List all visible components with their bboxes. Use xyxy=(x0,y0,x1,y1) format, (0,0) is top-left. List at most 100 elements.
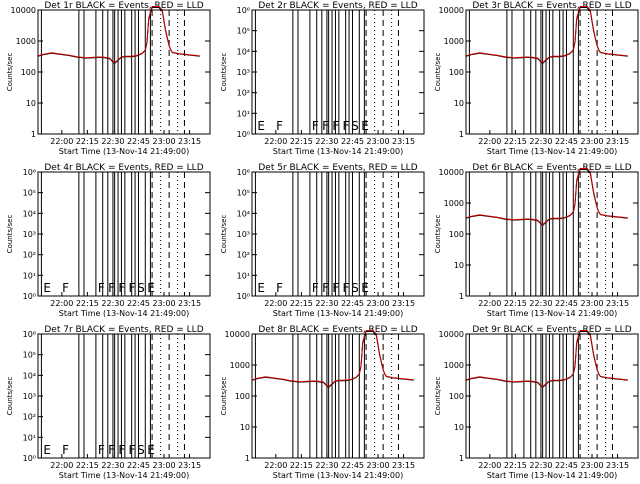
chart-panel-det-3: Det 3r BLACK = Events, RED = LLD 1 10 100 10… xyxy=(434,1,639,156)
y-tick-label: 1000 xyxy=(444,199,464,208)
phase-marker-label: F xyxy=(108,281,115,295)
x-tick-label: 22:30 xyxy=(529,299,552,308)
y-axis-label: Counts/sec xyxy=(220,215,228,254)
x-tick-label: 23:15 xyxy=(606,461,629,470)
x-tick-label: 22:30 xyxy=(101,299,124,308)
x-tick-label: 22:00 xyxy=(50,299,73,308)
phase-marker-label: E xyxy=(361,119,369,133)
y-tick-label: 10² xyxy=(237,251,250,260)
y-axis-label: Counts/sec xyxy=(220,53,228,92)
phase-marker-label: F xyxy=(108,443,115,457)
chart-title: Det 9r BLACK = Events, RED = LLD xyxy=(472,325,631,335)
x-tick-label: 22:45 xyxy=(555,137,578,146)
y-tick-label: 100 xyxy=(449,68,464,77)
x-tick-label: 22:30 xyxy=(529,461,552,470)
x-tick-label: 23:00 xyxy=(152,299,175,308)
phase-marker-label: F xyxy=(343,281,350,295)
x-tick-label: 22:15 xyxy=(290,461,313,470)
x-tick-label: 22:00 xyxy=(478,299,501,308)
y-tick-label: 10³ xyxy=(23,392,36,401)
phase-marker-label: F xyxy=(98,443,105,457)
y-tick-label: 10⁵ xyxy=(23,189,36,198)
chart-title: Det 3r BLACK = Events, RED = LLD xyxy=(472,1,631,11)
y-tick-label: 1000 xyxy=(16,37,36,46)
y-tick-label: 10 xyxy=(454,99,464,108)
x-axis-label: Start Time (13-Nov-14 21:49:00) xyxy=(59,147,189,156)
series-lld-line xyxy=(465,6,628,64)
y-tick-label: 1 xyxy=(31,130,36,139)
x-tick-label: 22:15 xyxy=(76,461,99,470)
y-tick-label: 10 xyxy=(240,423,250,432)
x-tick-label: 22:45 xyxy=(555,461,578,470)
x-tick-label: 22:00 xyxy=(478,137,501,146)
x-tick-label: 23:15 xyxy=(178,299,201,308)
series-events-line xyxy=(465,331,628,389)
x-tick-label: 23:15 xyxy=(392,137,415,146)
series-events-line xyxy=(465,7,628,65)
y-tick-label: 1 xyxy=(245,454,250,463)
chart-panel-det-9: Det 9r BLACK = Events, RED = LLD 1 10 100 10… xyxy=(434,325,639,480)
x-tick-label: 23:15 xyxy=(606,299,629,308)
phase-marker-label: F xyxy=(129,443,136,457)
x-tick-label: 23:00 xyxy=(366,461,389,470)
phase-marker-label: E xyxy=(257,281,265,295)
x-tick-label: 22:15 xyxy=(76,299,99,308)
y-tick-label: 10¹ xyxy=(237,271,250,280)
chart-title: Det 6r BLACK = Events, RED = LLD xyxy=(472,163,631,173)
series-lld-line xyxy=(37,6,200,64)
x-tick-label: 23:15 xyxy=(178,137,201,146)
phase-marker-label: E xyxy=(43,443,51,457)
x-tick-label: 22:30 xyxy=(315,299,338,308)
x-tick-label: 22:15 xyxy=(290,299,313,308)
x-tick-label: 22:45 xyxy=(341,461,364,470)
x-tick-label: 22:00 xyxy=(50,137,73,146)
x-tick-label: 22:00 xyxy=(264,461,287,470)
chart-title: Det 1r BLACK = Events, RED = LLD xyxy=(44,1,203,11)
y-tick-label: 1000 xyxy=(230,361,250,370)
phase-marker-label: F xyxy=(332,119,339,133)
phase-marker-label: F xyxy=(332,281,339,295)
y-axis-label: Counts/sec xyxy=(6,377,14,416)
x-tick-label: 22:30 xyxy=(101,137,124,146)
y-tick-label: 10⁵ xyxy=(237,189,250,198)
y-axis-label: Counts/sec xyxy=(434,53,442,92)
x-tick-label: 22:45 xyxy=(555,299,578,308)
phase-marker-label: F xyxy=(129,281,136,295)
x-tick-label: 23:00 xyxy=(580,299,603,308)
x-tick-label: 22:15 xyxy=(76,137,99,146)
x-tick-label: 22:00 xyxy=(478,461,501,470)
x-tick-label: 23:15 xyxy=(392,461,415,470)
x-axis-label: Start Time (13-Nov-14 21:49:00) xyxy=(487,309,617,318)
y-tick-label: 10² xyxy=(23,413,36,422)
x-tick-label: 23:00 xyxy=(366,137,389,146)
phase-marker-label: E xyxy=(361,281,369,295)
y-tick-label: 100 xyxy=(21,68,36,77)
phase-marker-label: F xyxy=(276,119,283,133)
x-tick-label: 22:00 xyxy=(264,137,287,146)
x-tick-label: 22:30 xyxy=(529,137,552,146)
chart-title: Det 4r BLACK = Events, RED = LLD xyxy=(44,163,203,173)
x-tick-label: 22:45 xyxy=(341,137,364,146)
y-tick-label: 100 xyxy=(235,392,250,401)
x-tick-label: 23:15 xyxy=(392,299,415,308)
x-axis-label: Start Time (13-Nov-14 21:49:00) xyxy=(273,471,403,480)
x-axis-label: Start Time (13-Nov-14 21:49:00) xyxy=(487,147,617,156)
y-tick-label: 10² xyxy=(23,251,36,260)
series-lld-line xyxy=(465,168,628,226)
phase-marker-label: E xyxy=(257,119,265,133)
y-tick-label: 10⁰ xyxy=(237,130,250,139)
phase-marker-label: F xyxy=(312,281,319,295)
chart-panel-det-8: Det 8r BLACK = Events, RED = LLD 1 10 100 10… xyxy=(220,325,425,480)
phase-marker-label: F xyxy=(322,119,329,133)
x-tick-label: 22:30 xyxy=(315,137,338,146)
y-tick-label: 10⁴ xyxy=(23,371,36,380)
x-tick-label: 23:00 xyxy=(152,461,175,470)
y-tick-label: 10² xyxy=(237,89,250,98)
x-tick-label: 22:15 xyxy=(290,137,313,146)
x-tick-label: 23:00 xyxy=(152,137,175,146)
series-events-line xyxy=(37,7,200,65)
